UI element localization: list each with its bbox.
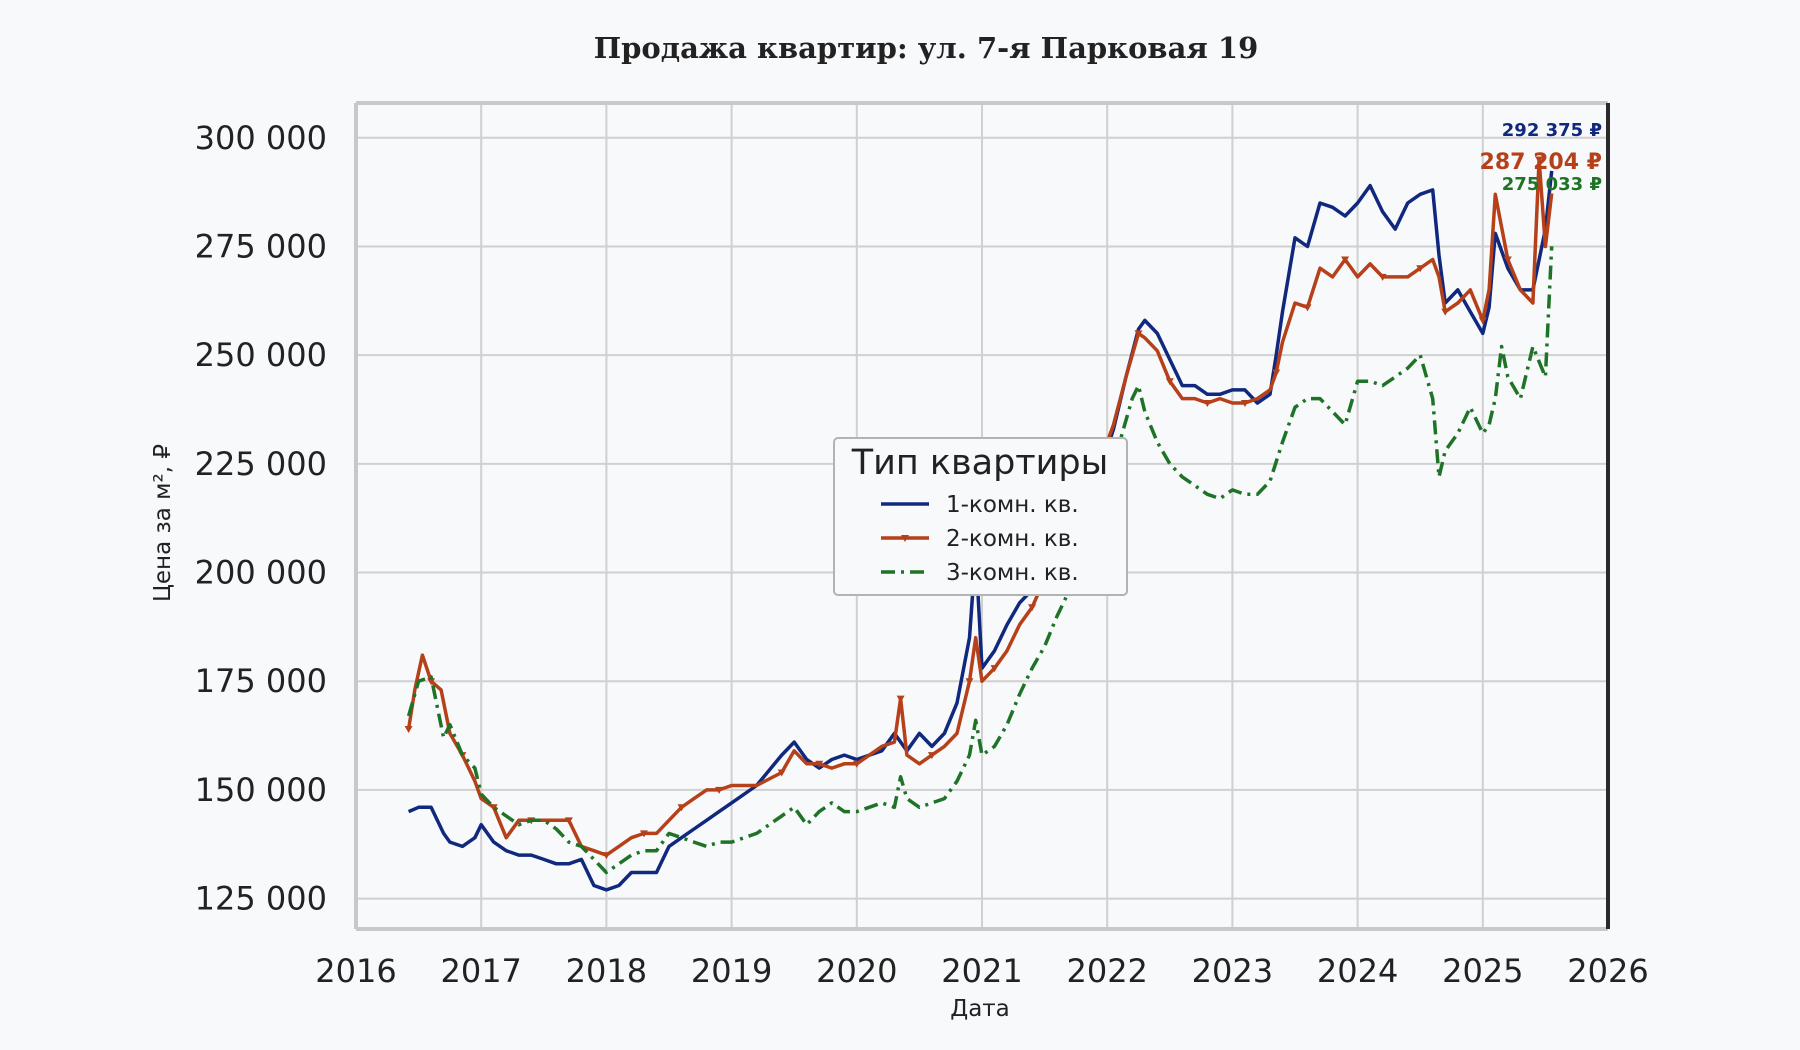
x-tick-label: 2020 [816, 952, 897, 990]
legend-item: 2-комн. кв. [881, 526, 1079, 552]
legend-label: 2-комн. кв. [946, 526, 1079, 552]
y-axis-label: Цена за м², ₽ [150, 444, 176, 602]
series-marker [1028, 604, 1037, 612]
legend-item: 3-комн. кв. [881, 560, 1079, 586]
series-marker [1134, 330, 1143, 338]
x-tick-labels: 2016 2017 2018 2019 2020 2021 2022 2023 2024 2025… [315, 952, 1648, 990]
y-tick-label: 125 000 [195, 880, 327, 918]
legend-label: 3-комн. кв. [946, 560, 1079, 586]
legend-title: Тип квартиры [851, 443, 1109, 483]
series-line [406, 157, 1554, 857]
series-marker [1416, 265, 1425, 273]
series-2 [404, 156, 1554, 860]
series-marker [815, 760, 824, 768]
y-tick-label: 300 000 [195, 119, 327, 157]
series-1 [407, 170, 1554, 892]
series-marker [1441, 308, 1450, 316]
series-marker [852, 760, 861, 768]
series-line [407, 170, 1554, 892]
series-marker [1378, 273, 1387, 281]
series-marker [1240, 399, 1249, 407]
series-marker [965, 678, 974, 686]
x-tick-label: 2022 [1066, 952, 1147, 990]
series-marker [777, 769, 786, 777]
series-marker [1203, 399, 1212, 407]
y-tick-label: 250 000 [195, 336, 327, 374]
x-axis-label: Дата [950, 996, 1010, 1022]
y-tick-labels: 125 000 150 000 175 000 200 000 225 000 250 0… [195, 119, 327, 918]
series-marker [1341, 256, 1350, 264]
x-tick-label: 2021 [941, 952, 1022, 990]
y-tick-label: 175 000 [195, 662, 327, 700]
series-marker [1503, 256, 1512, 264]
series-marker [990, 665, 999, 673]
x-tick-label: 2023 [1192, 952, 1273, 990]
x-tick-label: 2016 [315, 952, 396, 990]
series-marker [489, 804, 498, 812]
legend-item: 1-комн. кв. [881, 492, 1079, 518]
x-tick-label: 2018 [566, 952, 647, 990]
x-tick-label: 2025 [1442, 952, 1523, 990]
end-value-label: 292 375 ₽ [1502, 120, 1602, 141]
series-marker [715, 786, 724, 794]
axes [354, 101, 1610, 931]
series-marker [404, 726, 413, 734]
legend-box [833, 437, 1128, 596]
end-labels: 292 375 ₽ 287 204 ₽275 033 ₽ [1480, 120, 1602, 195]
y-tick-label: 200 000 [195, 554, 327, 592]
series-marker [677, 804, 686, 812]
legend: Тип квартиры 1-комн. кв. 2-комн. кв. 3-ком… [833, 437, 1128, 596]
series-marker [1478, 317, 1487, 325]
series-marker [1303, 304, 1312, 312]
x-tick-label: 2024 [1317, 952, 1398, 990]
series-marker [602, 852, 611, 860]
series-marker [427, 678, 436, 686]
series-marker [1535, 156, 1544, 164]
series-marker [1272, 369, 1281, 377]
series-marker [564, 817, 573, 825]
series-marker [639, 830, 648, 838]
y-tick-label: 150 000 [195, 771, 327, 809]
y-tick-label: 225 000 [195, 445, 327, 483]
legend-label: 1-комн. кв. [946, 492, 1079, 518]
end-value-label: 287 204 ₽ [1480, 150, 1602, 175]
legend-marker [901, 535, 909, 542]
series-layer [404, 156, 1554, 892]
x-tick-label: 2019 [691, 952, 772, 990]
chart-title: Продажа квартир: ул. 7-я Парковая 19 [594, 31, 1259, 65]
end-value-label: 275 033 ₽ [1502, 174, 1602, 195]
x-tick-label: 2017 [440, 952, 521, 990]
y-tick-label: 275 000 [195, 227, 327, 265]
x-tick-label: 2026 [1567, 952, 1648, 990]
series-marker [927, 752, 936, 760]
series-marker [896, 695, 905, 703]
series-marker [1165, 378, 1174, 386]
